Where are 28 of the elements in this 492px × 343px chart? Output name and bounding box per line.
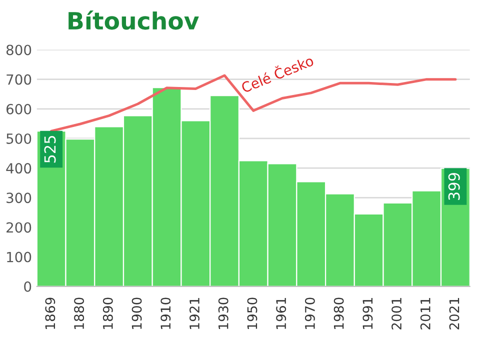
x-tick-label: 1910 bbox=[160, 298, 171, 329]
x-tick-label: 1950 bbox=[247, 298, 258, 329]
y-tick-label: 100 bbox=[7, 252, 32, 262]
x-tick-label: 1961 bbox=[276, 298, 286, 329]
x-tick-label: 1980 bbox=[334, 298, 344, 329]
y-tick-label: 300 bbox=[6, 192, 32, 204]
x-tick-label: 2001 bbox=[392, 298, 402, 330]
data-label: 399 bbox=[448, 172, 460, 200]
y-tick-label: 800 bbox=[6, 44, 32, 56]
y-tick-label: 700 bbox=[6, 74, 32, 85]
x-tick-label: 1900 bbox=[132, 298, 142, 329]
data-label: 525 bbox=[44, 136, 56, 163]
x-tick-label: 1880 bbox=[74, 298, 84, 329]
x-tick-label: 1970 bbox=[304, 298, 315, 329]
x-tick-label: 1890 bbox=[102, 298, 113, 329]
y-tick-label: 200 bbox=[6, 222, 32, 233]
y-tick-label: 0 bbox=[24, 281, 32, 292]
y-tick-label: 500 bbox=[6, 133, 32, 144]
chart-title: Bítouchov bbox=[68, 10, 199, 30]
x-tick-label: 1921 bbox=[190, 298, 200, 329]
x-tick-label: 2011 bbox=[420, 298, 430, 330]
x-tick-label: 1869 bbox=[45, 298, 56, 329]
y-tick-label: 400 bbox=[6, 163, 32, 174]
x-tick-label: 1930 bbox=[218, 298, 228, 329]
text: Celé Česko bbox=[240, 52, 314, 94]
y-tick-label: 600 bbox=[6, 104, 32, 114]
x-tick-label: 1991 bbox=[362, 298, 373, 329]
x-tick-label: 2021 bbox=[449, 298, 460, 330]
